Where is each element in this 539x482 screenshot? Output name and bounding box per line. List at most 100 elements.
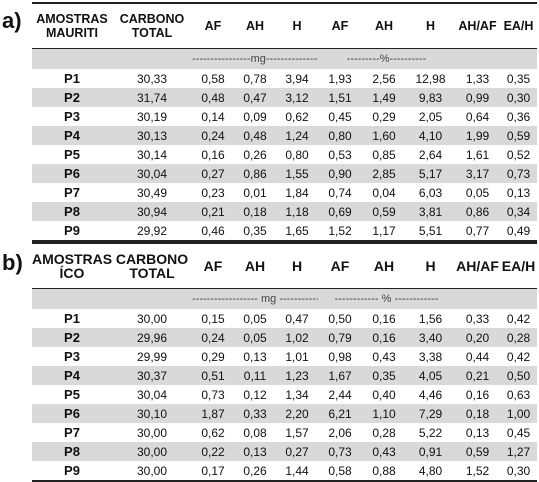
cell: 0,42 xyxy=(506,311,531,326)
table: AMOSTRAS MAURITI CARBONO TOTAL AF AH H AF AH H A… xyxy=(32,2,537,242)
cell: 0,49 xyxy=(500,221,537,242)
cell: 0,62 xyxy=(285,109,309,124)
cell: 0,98 xyxy=(328,349,352,364)
cell: 0,47 xyxy=(234,88,276,107)
cell: 30,37 xyxy=(112,366,192,385)
cell: 0,14 xyxy=(201,109,225,124)
cell: P6 xyxy=(32,404,112,423)
cell: 0,43 xyxy=(362,442,406,461)
cell: 1,33 xyxy=(465,71,490,86)
cell: 0,48 xyxy=(192,88,234,107)
header-cell: AF xyxy=(318,242,362,289)
cell: 0,59 xyxy=(455,442,500,461)
header-cell: H xyxy=(276,242,318,289)
cell: 0,29 xyxy=(372,109,396,124)
cell: 1,01 xyxy=(285,349,309,364)
cell: 0,12 xyxy=(243,387,267,402)
cell: 1,93 xyxy=(328,71,352,86)
cell: 0,42 xyxy=(506,349,531,364)
cell xyxy=(32,48,192,69)
cell: 1,67 xyxy=(318,366,362,385)
cell: 0,28 xyxy=(372,425,396,440)
unit-cell: ------------ % ------------ xyxy=(318,288,455,309)
cell: 0,91 xyxy=(406,442,455,461)
cell: 0,35 xyxy=(362,366,406,385)
cell: 2,64 xyxy=(418,147,443,162)
cell: 30,00 xyxy=(136,311,168,326)
data-row: P6 30,10 1,87 0,33 2,20 6,21 1,10 7,29 0,18 1,00 xyxy=(32,404,537,423)
data-row: P2 31,74 0,48 0,47 3,12 1,51 1,49 9,83 0,99 0,30 xyxy=(32,88,537,107)
cell: 4,05 xyxy=(406,366,455,385)
header-cell: AF xyxy=(192,242,234,289)
header-row: AMOSTRAS MAURITI CARBONO TOTAL AF AH H AF AH H A… xyxy=(32,2,537,49)
cell: 0,40 xyxy=(372,387,396,402)
header-row: AMOSTRAS ÍCO CARBONO TOTAL AF AH H AF AH H AH/AF… xyxy=(32,242,537,289)
cell: 0,27 xyxy=(192,164,234,183)
cell: 0,45 xyxy=(506,425,531,440)
cell: 0,43 xyxy=(372,349,396,364)
cell: 0,47 xyxy=(285,311,309,326)
cell: 0,24 xyxy=(192,126,234,145)
cell: 0,05 xyxy=(465,185,490,200)
header-cell: AF xyxy=(192,2,234,49)
cell: 0,16 xyxy=(362,328,406,347)
header-cell: AH/AF xyxy=(455,242,500,289)
cell: 0,05 xyxy=(243,311,267,326)
cell: 0,86 xyxy=(455,202,500,221)
cell: 30,94 xyxy=(112,202,192,221)
data-row: P6 30,04 0,27 0,86 1,55 0,90 2,85 5,17 3,17 0,73 xyxy=(32,164,537,183)
cell: 1,99 xyxy=(455,126,500,145)
header-cell: EA/H xyxy=(500,242,537,289)
cell: 1,34 xyxy=(285,387,309,402)
cell: 1,18 xyxy=(276,202,318,221)
cell: 0,34 xyxy=(500,202,537,221)
cell: 0,99 xyxy=(455,88,500,107)
header-cell: AH/AF xyxy=(455,2,500,49)
cell: 0,69 xyxy=(318,202,362,221)
cell: 1,00 xyxy=(500,404,537,423)
cell: P5 xyxy=(64,387,80,402)
cell: P3 xyxy=(64,109,80,124)
cell: 1,49 xyxy=(362,88,406,107)
cell: 0,86 xyxy=(234,164,276,183)
data-row: P7 30,00 0,62 0,08 1,57 2,06 0,28 5,22 0,13 0,45 xyxy=(32,423,537,442)
unit-row: ------------------ mg ---------- --------… xyxy=(32,288,537,309)
cell: 0,28 xyxy=(500,328,537,347)
cell: 0,17 xyxy=(192,461,234,482)
cell: 3,17 xyxy=(455,164,500,183)
cell: 29,96 xyxy=(112,328,192,347)
cell: 0,79 xyxy=(318,328,362,347)
data-row: P8 30,94 0,21 0,18 1,18 0,69 0,59 3,81 0,86 0,34 xyxy=(32,202,537,221)
cell: 0,30 xyxy=(500,461,537,482)
table-label: b) xyxy=(2,250,23,275)
cell: P1 xyxy=(64,311,80,326)
cell: P9 xyxy=(32,221,112,242)
cell: 0,48 xyxy=(234,126,276,145)
cell: 3,81 xyxy=(406,202,455,221)
cell: 0,73 xyxy=(500,164,537,183)
cell xyxy=(455,288,537,309)
cell: 1,61 xyxy=(465,147,490,162)
cell: 0,58 xyxy=(318,461,362,482)
cell: 6,21 xyxy=(318,404,362,423)
cell: 2,44 xyxy=(328,387,352,402)
cell: 0,16 xyxy=(465,387,490,402)
cell: 0,11 xyxy=(234,366,276,385)
cell: 1,87 xyxy=(192,404,234,423)
cell: 4,80 xyxy=(406,461,455,482)
header-cell: AH xyxy=(362,2,406,49)
cell: 30,49 xyxy=(136,185,168,200)
cell: P9 xyxy=(32,461,112,482)
cell: 0,20 xyxy=(455,328,500,347)
header-cell: AH xyxy=(362,242,406,289)
cell: 0,16 xyxy=(372,311,396,326)
cell: 31,74 xyxy=(112,88,192,107)
cell: 30,33 xyxy=(136,71,168,86)
cell: 0,45 xyxy=(328,109,352,124)
cell: 0,90 xyxy=(318,164,362,183)
cell: 0,73 xyxy=(201,387,225,402)
header-cell: H xyxy=(406,242,455,289)
cell: 0,59 xyxy=(500,126,537,145)
cell: 30,00 xyxy=(112,442,192,461)
cell: P4 xyxy=(32,366,112,385)
